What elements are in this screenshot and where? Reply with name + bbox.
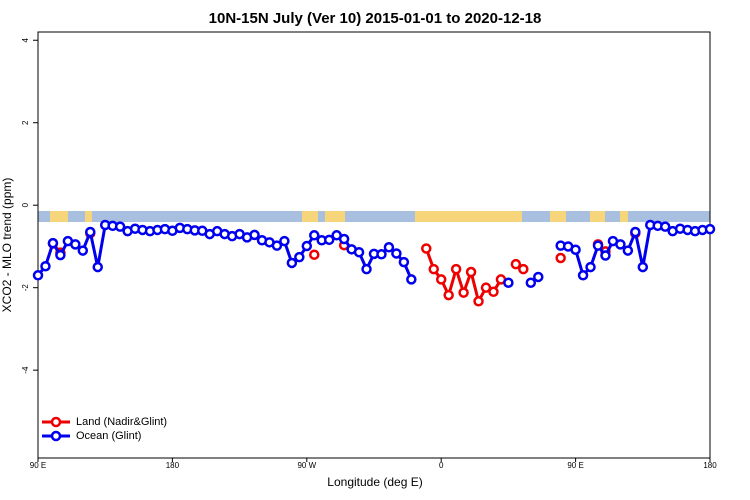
data-point bbox=[480, 282, 492, 293]
data-point bbox=[114, 221, 126, 232]
data-point bbox=[249, 229, 260, 241]
data-point bbox=[659, 221, 671, 232]
data-point bbox=[615, 239, 626, 250]
data-point bbox=[271, 240, 283, 251]
data-point bbox=[286, 257, 298, 269]
data-point bbox=[353, 246, 365, 258]
data-point bbox=[570, 244, 581, 255]
x-tick-label: 0 bbox=[439, 461, 444, 470]
map-strip bbox=[38, 211, 710, 222]
data-point bbox=[600, 250, 611, 261]
x-tick-label: 180 bbox=[166, 461, 180, 470]
x-tick-label: 90 E bbox=[567, 461, 583, 470]
map-land bbox=[620, 211, 628, 222]
data-point bbox=[309, 230, 320, 241]
y-tick-label: 4 bbox=[21, 37, 30, 42]
plot-frame bbox=[37, 31, 711, 459]
data-point bbox=[518, 263, 529, 275]
data-point bbox=[421, 243, 432, 254]
data-point bbox=[704, 223, 716, 235]
data-point bbox=[510, 258, 522, 270]
y-tick-label: 0 bbox=[21, 202, 30, 207]
map-land bbox=[85, 211, 92, 222]
data-point bbox=[309, 249, 320, 260]
legend-marker bbox=[50, 430, 62, 442]
y-axis-label: XCO2 - MLO trend (ppm) bbox=[0, 178, 14, 313]
map-land bbox=[550, 211, 566, 222]
data-point bbox=[40, 260, 51, 272]
map-land bbox=[302, 211, 318, 222]
data-point bbox=[443, 289, 454, 301]
data-point bbox=[92, 261, 103, 273]
data-point bbox=[398, 256, 410, 268]
data-point bbox=[279, 235, 290, 247]
data-point bbox=[85, 226, 96, 238]
data-point bbox=[77, 245, 89, 256]
data-point bbox=[47, 237, 59, 249]
chart-title: 10N-15N July (Ver 10) 2015-01-01 to 2020… bbox=[209, 10, 542, 27]
x-tick-label: 180 bbox=[703, 461, 717, 470]
y-tick-label: -4 bbox=[21, 366, 30, 374]
x-tick-label: 90 W bbox=[297, 461, 316, 470]
data-point bbox=[585, 261, 596, 273]
data-point bbox=[391, 248, 402, 259]
data-point bbox=[488, 286, 499, 298]
data-point bbox=[383, 242, 395, 253]
legend-label: Land (Nadir&Glint) bbox=[76, 416, 167, 428]
data-point bbox=[465, 266, 477, 278]
data-point bbox=[622, 245, 634, 256]
data-point bbox=[406, 274, 417, 285]
data-point bbox=[294, 251, 305, 263]
data-point bbox=[361, 263, 372, 275]
map-land bbox=[50, 211, 68, 222]
data-point bbox=[435, 274, 447, 285]
data-point bbox=[376, 249, 387, 260]
data-point bbox=[428, 263, 439, 275]
data-point bbox=[458, 287, 469, 298]
data-point bbox=[301, 240, 313, 252]
data-point bbox=[503, 277, 514, 288]
data-point bbox=[630, 226, 641, 238]
data-point bbox=[533, 271, 544, 283]
data-point bbox=[473, 296, 484, 307]
legend-marker bbox=[50, 416, 62, 428]
y-tick-label: -2 bbox=[21, 284, 30, 292]
data-point bbox=[70, 239, 81, 250]
x-axis-label: Longitude (deg E) bbox=[327, 475, 422, 489]
data-point bbox=[32, 270, 44, 281]
map-land bbox=[415, 211, 522, 222]
legend-label: Ocean (Glint) bbox=[76, 430, 141, 442]
data-point bbox=[525, 277, 537, 288]
x-tick-label: 90 E bbox=[30, 461, 46, 470]
data-point bbox=[555, 252, 566, 264]
map-land bbox=[590, 211, 605, 222]
data-point bbox=[592, 240, 604, 251]
data-point bbox=[577, 270, 589, 281]
data-point bbox=[323, 234, 335, 246]
data-point bbox=[450, 263, 462, 275]
map-land bbox=[325, 211, 345, 222]
data-point bbox=[338, 233, 350, 245]
data-point bbox=[637, 261, 649, 273]
y-tick-label: 2 bbox=[21, 120, 30, 125]
data-point bbox=[55, 249, 66, 261]
